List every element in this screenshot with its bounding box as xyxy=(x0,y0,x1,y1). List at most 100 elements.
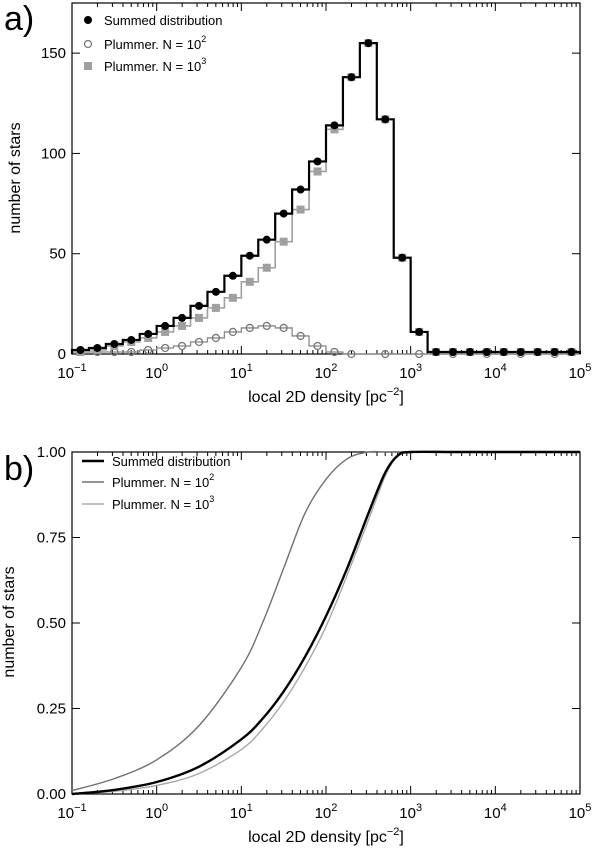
x-tick-label-exp: 5 xyxy=(585,362,591,374)
data-point xyxy=(347,349,356,359)
data-point xyxy=(76,345,85,354)
data-point xyxy=(127,335,136,344)
y-tick-label: 50 xyxy=(49,246,66,263)
x-tick-label-exp: 4 xyxy=(501,802,507,814)
data-point xyxy=(195,301,203,310)
y-axis-label: number of stars xyxy=(1,566,18,677)
data-point xyxy=(245,323,254,333)
data-point xyxy=(533,347,542,356)
legend-marker xyxy=(83,39,93,49)
x-axis-label-part: ] xyxy=(399,389,403,406)
legend-label-base: Plummer. N = 10 xyxy=(112,475,209,490)
legend-label-base: Plummer. N = 10 xyxy=(104,59,201,74)
x-tick-label: 103 xyxy=(399,362,422,382)
data-point xyxy=(296,185,305,194)
x-axis-label-part: −2 xyxy=(387,386,400,398)
data-point xyxy=(449,347,457,356)
x-tick-label-exp: 2 xyxy=(331,802,337,814)
legend-label-exp: 3 xyxy=(201,56,206,66)
legend-label-base: Plummer. N = 10 xyxy=(104,37,201,52)
x-tick-label: 100 xyxy=(145,802,168,822)
data-point xyxy=(313,167,322,176)
data-point xyxy=(211,287,220,296)
data-point xyxy=(245,251,254,260)
data-point xyxy=(347,73,356,82)
data-point xyxy=(279,209,288,218)
data-point xyxy=(195,313,203,322)
legend-label-exp: 2 xyxy=(209,472,214,482)
y-tick-label: 0.25 xyxy=(37,701,66,718)
legend-label: Plummer. N = 103 xyxy=(104,56,206,74)
x-tick-label-base: 10 xyxy=(569,365,586,382)
data-point xyxy=(228,327,238,337)
x-tick-label-base: 10 xyxy=(57,365,74,382)
data-point xyxy=(313,341,322,351)
data-point xyxy=(127,347,136,357)
legend-label: Plummer. N = 102 xyxy=(112,472,214,490)
data-point xyxy=(211,333,221,343)
x-tick-label-base: 10 xyxy=(145,805,162,822)
legend-label-exp: 2 xyxy=(201,34,206,44)
data-point xyxy=(144,329,153,338)
data-point xyxy=(228,271,237,280)
x-tick-label-base: 10 xyxy=(230,365,247,382)
x-tick-label: 105 xyxy=(569,362,592,382)
x-tick-label-base: 10 xyxy=(57,805,74,822)
x-tick-label: 101 xyxy=(230,362,253,382)
legend-label: Summed distribution xyxy=(104,13,223,28)
x-axis-label-part: local 2D density [pc xyxy=(248,389,387,406)
x-tick-label: 10−1 xyxy=(57,362,86,382)
x-tick-label-exp: 0 xyxy=(162,362,168,374)
data-point xyxy=(279,323,288,333)
data-point xyxy=(364,39,373,48)
x-tick-label: 102 xyxy=(315,802,338,822)
y-tick-label: 0 xyxy=(58,346,66,363)
x-tick-label-base: 10 xyxy=(399,805,416,822)
data-point xyxy=(482,347,491,356)
data-point xyxy=(178,321,187,330)
data-point xyxy=(330,347,339,357)
x-tick-label-base: 10 xyxy=(569,805,586,822)
x-tick-label-exp: −1 xyxy=(74,362,87,374)
cumulative-panel: 10−1 100 101 102 103 104 1050.000.250.500.751.… xyxy=(1,444,591,846)
y-axis-label: number of stars xyxy=(7,122,24,233)
data-point xyxy=(415,327,424,336)
x-tick-label: 104 xyxy=(484,802,507,822)
x-tick-label: 103 xyxy=(399,802,422,822)
data-point xyxy=(550,347,559,356)
x-tick-label: 100 xyxy=(145,362,168,382)
data-point xyxy=(144,345,153,355)
data-point xyxy=(499,347,508,356)
data-point xyxy=(144,333,153,342)
x-axis-label-part: ] xyxy=(399,829,403,846)
x-tick-label-base: 10 xyxy=(484,805,501,822)
y-tick-label: 0.75 xyxy=(37,530,66,547)
legend-marker xyxy=(84,16,92,24)
y-tick-label: 150 xyxy=(41,45,66,62)
data-point xyxy=(161,321,170,330)
data-point xyxy=(262,235,271,244)
data-point xyxy=(93,343,102,352)
x-tick-label-exp: 5 xyxy=(585,802,591,814)
legend-label: Plummer. N = 102 xyxy=(104,34,206,52)
data-point xyxy=(194,337,204,347)
data-point xyxy=(381,115,390,124)
legend-label: Plummer. N = 103 xyxy=(112,494,214,512)
data-point xyxy=(211,303,220,312)
panel-label: b) xyxy=(4,450,34,488)
x-tick-label-exp: 1 xyxy=(247,802,253,814)
data-point xyxy=(567,347,576,356)
x-tick-label-base: 10 xyxy=(315,805,332,822)
series-step-line xyxy=(70,42,582,354)
x-tick-label: 105 xyxy=(569,802,592,822)
data-point xyxy=(516,347,525,356)
x-tick-label-exp: 3 xyxy=(416,802,422,814)
data-point xyxy=(296,331,305,341)
series-step-line xyxy=(71,42,581,354)
y-tick-label: 0.50 xyxy=(37,615,66,632)
x-axis-label: local 2D density [pc−2] xyxy=(248,826,404,846)
data-point xyxy=(245,277,254,286)
data-point xyxy=(262,321,271,331)
data-point xyxy=(177,341,187,351)
